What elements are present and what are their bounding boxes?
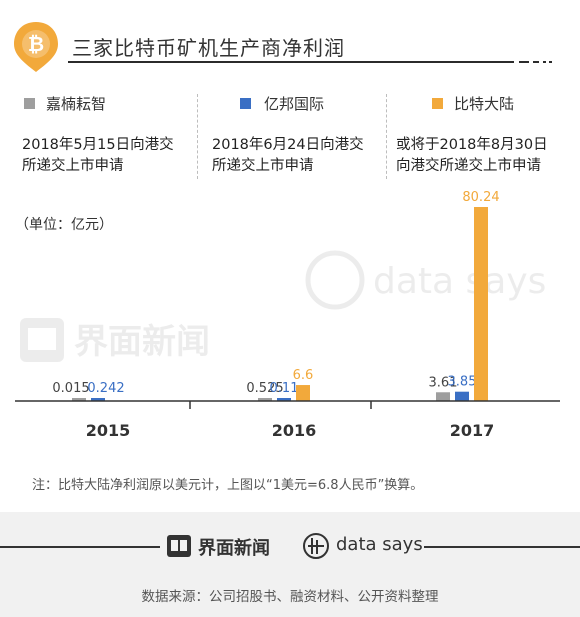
jiemian-logo-icon [167,535,191,557]
data-source: 数据来源：公司招股书、融资材料、公开资料整理 [141,589,439,605]
legend-swatch [24,98,35,109]
x-tick-label: 2017 [450,421,495,440]
footer [0,512,580,617]
divider [197,94,198,179]
title-dash [549,61,552,63]
data-label: 0.525 [246,381,283,396]
legend-note-line: 所递交上市申请 [212,158,314,174]
bar [258,398,272,401]
data-label: 6.6 [293,368,314,383]
datasays-logo-icon [303,533,329,559]
legend-label: 嘉楠耘智 [46,95,107,113]
footnote: 注：比特大陆净利润原以美元计，上图以“1美元=6.8人民币”换算。 [32,478,424,493]
legend-item: 嘉楠耘智 2018年5月15日向港交 所递交上市申请 [22,90,192,190]
data-label: 0.11 [270,381,299,396]
watermark-jiemian: 界面新闻 [74,322,210,362]
data-label: 80.24 [462,190,499,205]
legend-note-line: 或将于2018年8月30日 [396,137,548,153]
bitcoin-pin-icon: ₿ [14,22,58,72]
legend-label: 比特大陆 [454,95,515,113]
x-tick-label: 2016 [272,421,317,440]
header: ₿ 三家比特币矿机生产商净利润 [8,18,568,74]
page-title: 三家比特币矿机生产商净利润 [72,36,345,60]
legend-note-line: 2018年6月24日向港交 [212,137,364,153]
bar [296,385,310,401]
bar [455,391,469,401]
footer-rule [0,546,160,548]
title-dash [519,61,529,63]
jiemian-logo-icon [20,318,64,362]
legend-note-line: 向港交所递交上市申请 [396,158,541,174]
legend-label: 亿邦国际 [264,95,325,113]
svg-text:₿: ₿ [28,32,44,56]
legend-swatch [432,98,443,109]
divider [386,94,387,179]
legend-note: 2018年6月24日向港交 所递交上市申请 [212,135,364,177]
title-underline [68,61,514,63]
data-label: 0.015 [52,381,89,396]
footer-datasays: data says [336,534,423,555]
legend-note-line: 2018年5月15日向港交 [22,137,174,153]
bar [72,398,86,401]
title-dash [543,61,546,63]
watermark: 界面新闻 data says [20,250,546,362]
legend-note: 2018年5月15日向港交 所递交上市申请 [22,135,174,177]
title-dash [533,61,539,63]
legend-item: 比特大陆 或将于2018年8月30日 向港交所递交上市申请 [396,90,576,190]
data-label: 0.242 [87,381,124,396]
unit-label: （单位：亿元） [15,217,113,233]
legend-item: 亿邦国际 2018年6月24日向港交 所递交上市申请 [212,90,382,190]
bar [474,207,488,401]
footer-rule [424,546,580,548]
legend-swatch [240,98,251,109]
bar [436,392,450,401]
x-tick-label: 2015 [86,421,131,440]
footer-brand: 界面新闻 [198,538,270,559]
legend-note: 或将于2018年8月30日 向港交所递交上市申请 [396,135,548,177]
datasays-logo-icon [305,250,365,310]
bar [91,398,105,401]
data-label: 3.61 [429,375,458,390]
watermark-datasays: data says [373,261,546,302]
bar [277,398,291,401]
legend-note-line: 所递交上市申请 [22,158,124,174]
data-label: 3.85 [448,375,477,390]
